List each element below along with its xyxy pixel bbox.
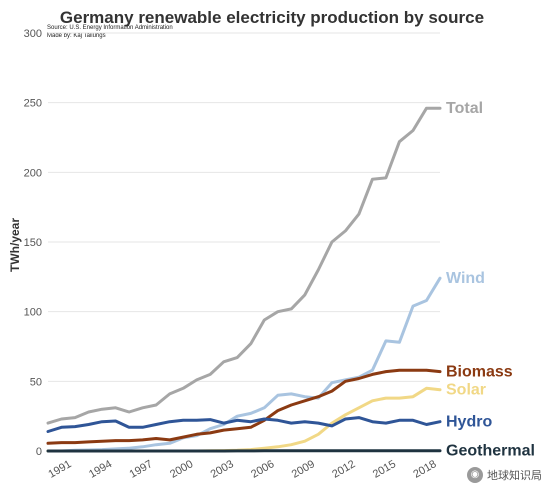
y-tick-label: 50 <box>30 376 42 388</box>
series-line-wind <box>46 276 442 453</box>
x-tick-label: 1997 <box>128 458 155 481</box>
series-label-biomass: Biomass <box>446 364 513 381</box>
y-tick-label: 0 <box>36 446 42 458</box>
y-tick-label: 200 <box>24 167 42 179</box>
x-tick-label: 2012 <box>330 458 357 481</box>
y-tick-label: 100 <box>24 307 42 319</box>
series-label-wind: Wind <box>446 270 485 287</box>
x-tick-label: 2015 <box>371 458 398 481</box>
y-axis-label: TWh/year <box>8 218 22 272</box>
y-tick-label: 150 <box>24 237 42 249</box>
chart-credit: Made by: Kaj Tallungs <box>47 33 106 39</box>
chart-title: Germany renewable electricity production… <box>60 8 484 27</box>
x-tick-label: 1991 <box>46 458 73 481</box>
series-label-solar: Solar <box>446 382 486 399</box>
series-line-biomass <box>46 368 442 445</box>
series-label-total: Total <box>446 100 483 117</box>
x-tick-label: 2018 <box>411 458 438 481</box>
x-tick-label: 2000 <box>168 458 195 481</box>
y-tick-label: 300 <box>24 28 42 40</box>
gridlines <box>48 32 440 452</box>
x-tick-label: 2006 <box>249 458 276 481</box>
series-line-hydro <box>46 416 442 433</box>
series-label-hydro: Hydro <box>446 414 492 431</box>
y-axis-ticks: 0 50 100 150 200 250 300 <box>24 28 42 458</box>
series-lines <box>46 106 442 453</box>
series-label-geothermal: Geothermal <box>446 443 535 460</box>
x-tick-label: 2003 <box>209 458 236 481</box>
x-tick-label: 1994 <box>87 458 114 481</box>
x-tick-label: 2009 <box>290 458 317 481</box>
x-axis-ticks: 1991 1994 1997 2000 2003 2006 2009 2012 2015 2018 <box>46 458 438 481</box>
watermark: ◉ 地球知识局 <box>467 467 542 483</box>
globe-badge-icon: ◉ <box>467 467 483 483</box>
watermark-text: 地球知识局 <box>487 469 542 482</box>
chart-source: Source: U.S. Energy Information Administ… <box>47 25 173 31</box>
y-tick-label: 250 <box>24 98 42 110</box>
series-line-total <box>46 106 442 425</box>
